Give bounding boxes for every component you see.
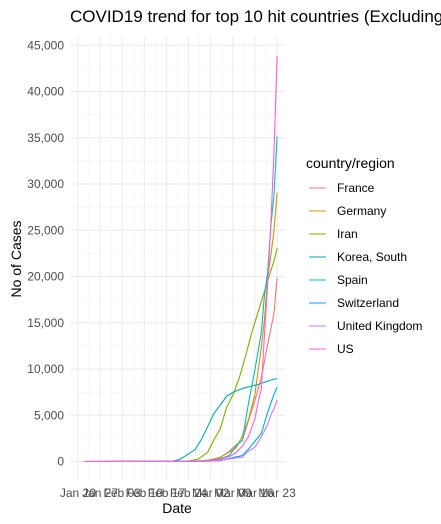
legend-label: US (337, 342, 354, 356)
x-tick-label: Jan 20 (60, 486, 96, 500)
legend-item-switzerland: Switzerland (309, 296, 399, 310)
series-line-france (84, 277, 278, 463)
y-tick-label: 5,000 (34, 408, 64, 422)
y-tick-label: 45,000 (27, 38, 64, 52)
legend-label: Germany (337, 204, 386, 218)
x-tick-label: Feb 24 (170, 486, 208, 500)
y-tick-label: 10,000 (27, 362, 64, 376)
series-line-switzerland (84, 386, 278, 463)
series-line-germany (84, 192, 278, 463)
legend-item-spain: Spain (309, 273, 368, 287)
legend-label: Korea, South (337, 250, 407, 264)
legend-title: country/region (306, 155, 395, 171)
y-tick-label: 30,000 (27, 177, 64, 191)
x-tick-label: Feb 10 (126, 486, 164, 500)
series-line-us (84, 55, 278, 463)
series-line-united-kingdom (84, 399, 278, 463)
y-axis-title: No of Cases (8, 220, 24, 297)
x-tick-label: Feb 17 (148, 486, 186, 500)
legend-item-germany: Germany (309, 204, 386, 218)
y-tick-label: 15,000 (27, 316, 64, 330)
x-tick-label: Mar 16 (236, 486, 274, 500)
x-tick-label: Mar 23 (258, 486, 296, 500)
legend-item-united-kingdom: United Kingdom (309, 319, 422, 333)
legend-item-iran: Iran (309, 227, 358, 241)
legend-label: United Kingdom (337, 319, 422, 333)
chart-title: COVID19 trend for top 10 hit countries (… (70, 7, 441, 26)
y-tick-label: 40,000 (27, 85, 64, 99)
x-tick-label: Mar 09 (214, 486, 252, 500)
y-tick-label: 20,000 (27, 270, 64, 284)
legend-label: France (337, 181, 375, 195)
series-line-iran (84, 248, 278, 463)
x-tick-label: Jan 27 (82, 486, 118, 500)
series-line-korea-south (84, 378, 278, 463)
legend-label: Iran (337, 227, 358, 241)
x-axis-title: Date (162, 500, 192, 516)
legend-item-france: France (309, 181, 375, 195)
grid (70, 36, 285, 480)
legend-item-korea-south: Korea, South (309, 250, 407, 264)
series-lines (84, 55, 278, 463)
y-axis-ticks: 0 5,000 10,000 15,000 20,000 25,000 30,000 35,0… (27, 38, 64, 468)
legend-item-us: US (309, 342, 354, 356)
x-tick-label: Mar 02 (192, 486, 230, 500)
legend-label: Spain (337, 273, 368, 287)
y-tick-label: 25,000 (27, 223, 64, 237)
legend: country/region France Germany Iran Korea, S… (306, 155, 422, 356)
x-tick-label: Feb 03 (103, 486, 141, 500)
y-tick-label: 0 (57, 455, 64, 469)
y-tick-label: 35,000 (27, 131, 64, 145)
legend-label: Switzerland (337, 296, 399, 310)
series-line-spain (84, 136, 278, 463)
